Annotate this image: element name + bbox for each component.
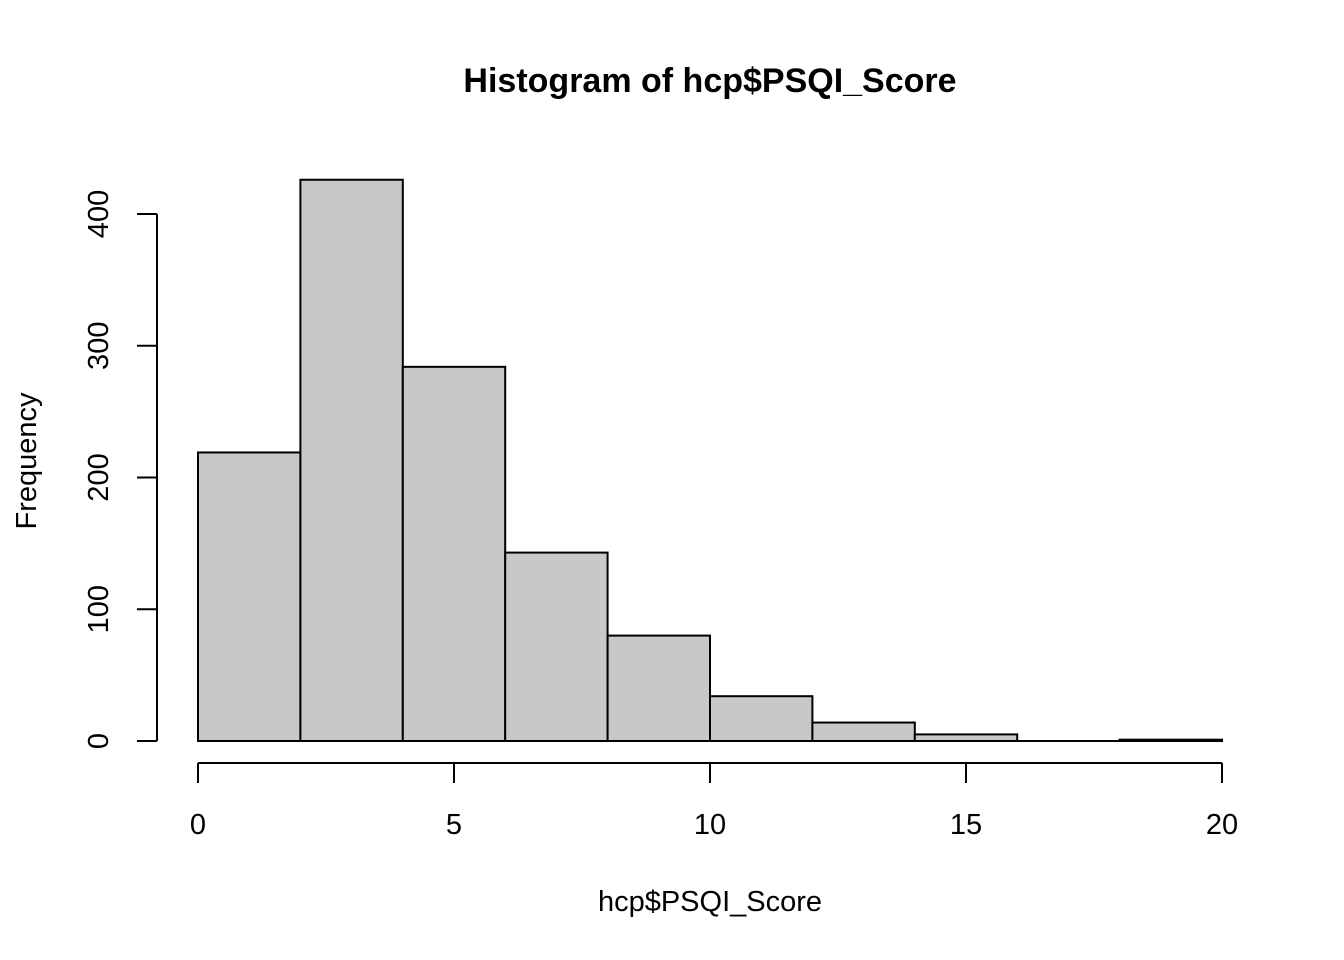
histogram-bar-7 <box>913 733 1019 742</box>
chart-title: Histogram of hcp$PSQI_Score <box>463 62 956 100</box>
histogram-bar-4 <box>606 634 711 742</box>
y-tick-label-300: 300 <box>83 322 115 370</box>
y-tick-label-400: 400 <box>83 190 115 238</box>
histogram-bar-9 <box>1118 738 1223 742</box>
histogram-bar-5 <box>709 695 814 743</box>
histogram-bar-1 <box>299 178 404 742</box>
x-tick-label-20: 20 <box>1206 809 1238 841</box>
x-axis: 0 5 10 15 20 <box>190 762 1238 841</box>
y-axis: 0 100 200 300 400 <box>83 190 158 749</box>
x-tick-label-10: 10 <box>694 809 726 841</box>
histogram-bar-0 <box>197 451 302 742</box>
bars-group <box>197 178 1223 743</box>
x-axis-label: hcp$PSQI_Score <box>598 886 822 918</box>
y-tick-label-200: 200 <box>83 453 115 501</box>
y-axis-label: Frequency <box>11 392 43 530</box>
histogram-bar-2 <box>401 365 507 742</box>
x-tick-label-15: 15 <box>950 809 982 841</box>
x-tick-label-0: 0 <box>190 809 206 841</box>
y-tick-label-100: 100 <box>83 585 115 633</box>
y-tick-label-0: 0 <box>83 733 115 749</box>
histogram-bar-6 <box>811 721 916 742</box>
histogram-bar-3 <box>504 551 609 742</box>
x-tick-label-5: 5 <box>446 809 462 841</box>
